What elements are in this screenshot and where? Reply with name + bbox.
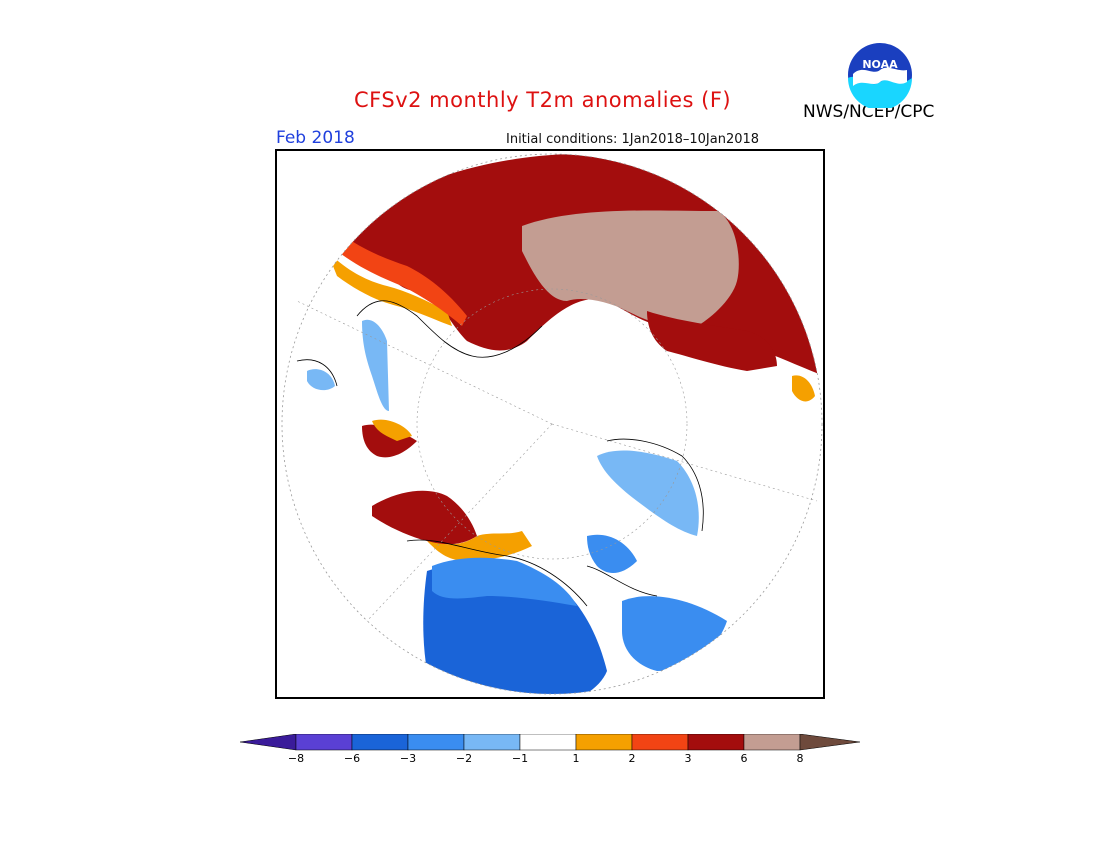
legend-tick-label: −2 <box>455 752 473 765</box>
legend-swatch <box>407 734 465 751</box>
light-cold-anomaly-north-america <box>432 557 577 606</box>
legend-swatch <box>463 734 521 751</box>
warm-anomaly-north-africa <box>372 490 477 545</box>
cold-anomaly-greenland <box>622 596 727 671</box>
cold-anomaly-scandinavia <box>362 319 389 411</box>
legend-swatch <box>351 734 409 751</box>
cold-anomaly-siberia <box>597 450 699 536</box>
chart-title: CFSv2 monthly T2m anomalies (F) <box>354 88 732 112</box>
warm-anomaly-mediterranean <box>362 424 417 458</box>
legend-swatch <box>743 734 801 751</box>
coastline <box>406 539 588 607</box>
legend-swatch <box>575 734 633 751</box>
legend-tick-label: 3 <box>684 752 692 765</box>
legend-tick-label: 8 <box>796 752 804 765</box>
legend-swatch <box>631 734 689 751</box>
legend-swatch-below <box>240 734 297 751</box>
legend-swatch <box>295 734 353 751</box>
coastline <box>606 438 704 532</box>
legend-tick-label: −3 <box>399 752 417 765</box>
legend-swatch <box>519 734 577 751</box>
meridian-line <box>296 300 553 425</box>
polar-map <box>281 153 823 695</box>
legend-tick-label: 6 <box>740 752 748 765</box>
legend-tick-label: 1 <box>572 752 580 765</box>
agency-label: NWS/NCEP/CPC <box>803 102 935 122</box>
coastline <box>356 300 543 358</box>
brown-anomaly-siberia <box>522 210 739 328</box>
coastline <box>296 359 338 387</box>
orange-band-europe <box>327 251 452 326</box>
cold-anomaly-canada-east <box>587 534 637 573</box>
legend-tick-label: 2 <box>628 752 636 765</box>
legend-swatch <box>687 734 745 751</box>
polar-map-frame <box>275 149 825 699</box>
warm-anomaly-east-asia <box>647 311 777 371</box>
cold-anomaly-europe-west <box>307 369 335 391</box>
map-boundary <box>281 153 823 695</box>
noaa-logo: NOAA <box>848 43 912 108</box>
legend-swatch-above <box>799 734 860 751</box>
orange-patch-pacific <box>792 375 815 402</box>
meridian-line <box>551 423 818 502</box>
latitude-circle <box>416 288 688 560</box>
month-label: Feb 2018 <box>276 128 355 148</box>
legend-tick-label: −6 <box>343 752 361 765</box>
meridian-line <box>366 423 553 622</box>
coastline <box>586 565 658 597</box>
svg-text:NOAA: NOAA <box>862 58 898 71</box>
initial-conditions-label: Initial conditions: 1Jan2018–10Jan2018 <box>506 132 760 147</box>
red-band-europe <box>337 231 467 326</box>
color-legend <box>240 734 860 751</box>
orange-anomaly-north-africa <box>427 531 532 561</box>
legend-tick-label: −8 <box>287 752 305 765</box>
orange-anomaly-mediterranean <box>372 419 412 441</box>
legend-tick-label: −1 <box>511 752 529 765</box>
